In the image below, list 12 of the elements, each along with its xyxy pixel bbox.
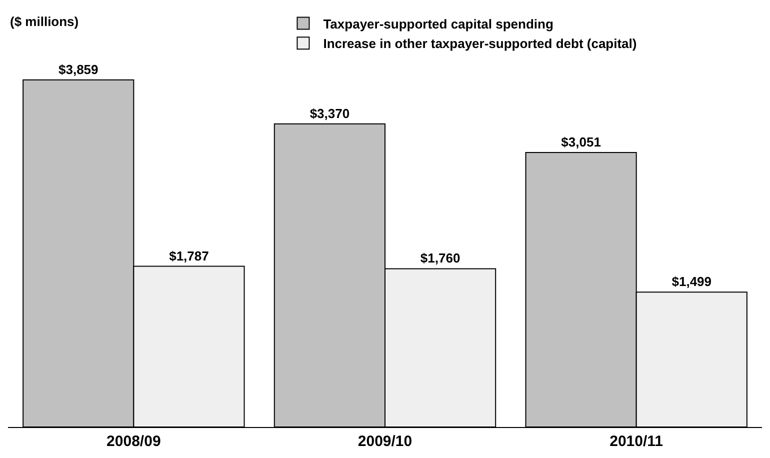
x-tick-label: 2009/10 [358,433,412,450]
x-tick-label: 2008/09 [106,433,161,450]
legend-label: Increase in other taxpayer-supported debt (capital) [323,36,637,52]
y-axis-title: ($ millions) [10,14,79,29]
data-label: $1,787 [169,248,209,264]
data-label: $1,760 [420,250,460,266]
data-label: $3,370 [310,106,350,121]
data-label: $3,051 [561,134,601,150]
data-label: $3,859 [58,62,98,77]
data-label: $1,499 [672,274,712,290]
x-tick-label: 2010/11 [610,433,664,450]
legend-label: Taxpayer-supported capital spending [323,16,554,32]
